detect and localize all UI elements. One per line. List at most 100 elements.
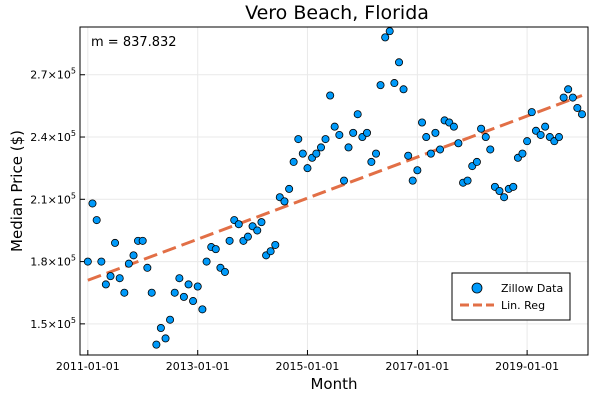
data-point (285, 184, 294, 193)
data-point (559, 93, 568, 102)
data-point (523, 137, 532, 146)
data-point (198, 305, 207, 314)
data-point (422, 133, 431, 142)
regression-layer (87, 94, 583, 282)
data-point (161, 334, 170, 343)
y-tick-label: 1.5×105 (30, 316, 76, 331)
data-point (518, 149, 527, 158)
data-point (193, 282, 202, 291)
data-point (143, 263, 152, 272)
y-tick-label: 2.1×105 (30, 191, 76, 206)
data-point (362, 128, 371, 137)
data-point (303, 164, 312, 173)
legend: Zillow Data Lin. Reg (451, 272, 571, 321)
data-point (321, 135, 330, 144)
data-point (527, 108, 536, 117)
data-point (500, 193, 509, 202)
data-point (349, 128, 358, 137)
data-point (509, 182, 518, 191)
data-point (426, 149, 435, 158)
data-point (184, 280, 193, 289)
y-tick-base: 2.7×10 (30, 69, 71, 82)
regression-line (87, 94, 583, 282)
data-point (568, 93, 577, 102)
data-point (376, 81, 385, 90)
data-point (495, 186, 504, 195)
data-point (289, 157, 298, 166)
data-point (170, 288, 179, 297)
y-tick-base: 1.5×10 (30, 318, 71, 331)
data-point (381, 33, 390, 42)
data-point (399, 85, 408, 94)
data-point (152, 340, 161, 349)
grid (80, 27, 588, 355)
data-point (573, 103, 582, 112)
data-point (220, 267, 229, 276)
y-tick-exponent: 5 (71, 316, 76, 325)
data-point (179, 292, 188, 301)
data-point (138, 236, 147, 245)
x-tick-label: 2015-01-01 (275, 360, 339, 373)
data-point (92, 216, 101, 225)
data-point (477, 124, 486, 133)
data-point (234, 220, 243, 229)
data-point (413, 166, 422, 175)
data-point (564, 85, 573, 94)
legend-label-zillow: Zillow Data (501, 282, 563, 295)
data-point (83, 257, 92, 266)
y-tick-exponent: 5 (71, 129, 76, 138)
data-point (106, 272, 115, 281)
data-point (271, 240, 280, 249)
y-tick-exponent: 5 (71, 254, 76, 263)
plot-frame (79, 26, 589, 356)
data-point (101, 280, 110, 289)
data-point (253, 226, 262, 235)
data-point (124, 259, 133, 268)
data-point (408, 176, 417, 185)
axis-ticks: 2011-01-01 2013-01-01 2015-01-01 2017-01-01… (30, 67, 559, 373)
data-point (449, 122, 458, 131)
x-tick-label: 2013-01-01 (166, 360, 230, 373)
data-point (330, 122, 339, 131)
data-point (541, 122, 550, 131)
data-point (431, 128, 440, 137)
data-point (390, 79, 399, 88)
legend-box (451, 272, 571, 321)
data-point (385, 27, 394, 36)
data-point (335, 130, 344, 139)
data-point (97, 257, 106, 266)
data-point (344, 143, 353, 152)
data-point (577, 110, 586, 119)
data-point (120, 288, 129, 297)
x-tick-label: 2017-01-01 (385, 360, 449, 373)
data-point (298, 149, 307, 158)
data-point (326, 91, 335, 100)
data-point (115, 274, 124, 283)
legend-marker-zillow (471, 282, 483, 294)
legend-label-linreg: Lin. Reg (501, 299, 545, 312)
slope-annotation: m = 837.832 (91, 35, 177, 50)
data-point (481, 133, 490, 142)
y-tick-base: 2.4×10 (30, 131, 71, 144)
data-point (554, 133, 563, 142)
data-point (266, 247, 275, 256)
y-tick-base: 1.8×10 (30, 256, 71, 269)
data-point (147, 288, 156, 297)
y-tick-label: 2.7×105 (30, 67, 76, 82)
y-tick-label: 2.4×105 (30, 129, 76, 144)
data-point (454, 139, 463, 148)
data-point (294, 135, 303, 144)
data-point (280, 197, 289, 206)
data-point (202, 257, 211, 266)
data-point (463, 176, 472, 185)
data-point (129, 251, 138, 260)
data-point (316, 143, 325, 152)
x-axis-label: Month (310, 375, 357, 393)
data-point (189, 297, 198, 306)
data-point (166, 315, 175, 324)
data-point (225, 236, 234, 245)
data-point (472, 157, 481, 166)
data-point (312, 149, 321, 158)
data-point (243, 232, 252, 241)
